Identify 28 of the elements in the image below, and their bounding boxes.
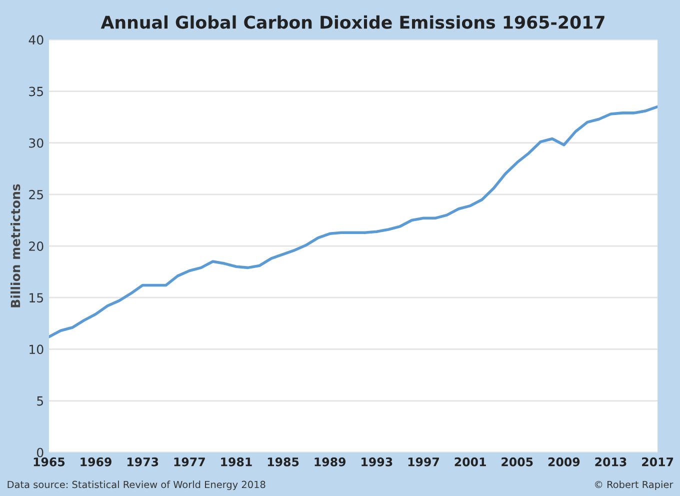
y-tick-label: 25 bbox=[29, 190, 44, 200]
y-tick-label: 30 bbox=[29, 138, 44, 148]
x-tick-label: 1977 bbox=[174, 457, 205, 466]
x-tick-label: 2009 bbox=[548, 457, 580, 466]
line-series bbox=[48, 105, 658, 338]
x-tick-label: 1973 bbox=[127, 457, 158, 466]
chart-title: Annual Global Carbon Dioxide Emissions 1965-2017 bbox=[100, 15, 604, 29]
y-tick-label: 40 bbox=[28, 35, 44, 45]
text: © Robert Rapier bbox=[595, 480, 674, 490]
x-tick-label: 1969 bbox=[80, 457, 112, 466]
y-tick-label: 5 bbox=[37, 396, 44, 406]
x-tick-label: 1981 bbox=[221, 457, 252, 466]
y-tick-label: 0 bbox=[36, 448, 44, 458]
x-tick-label: 2005 bbox=[502, 457, 533, 466]
source-note: Data source: Statistical Review of World Energy 2018 bbox=[8, 480, 266, 490]
x-tick-label: 2001 bbox=[454, 457, 486, 466]
y-tick-label: 35 bbox=[29, 86, 44, 96]
y-tick-label: 10 bbox=[30, 344, 44, 354]
x-tick-label: 1985 bbox=[268, 457, 299, 466]
y-axis-title: Billion metrictons bbox=[10, 184, 20, 308]
x-tick-label: 1989 bbox=[314, 457, 346, 466]
x-tick-label: 1965 bbox=[34, 457, 65, 466]
x-tick-label: 2017 bbox=[642, 457, 674, 466]
x-tick-label: 2013 bbox=[595, 457, 626, 466]
y-tick-label: 20 bbox=[29, 241, 44, 251]
y-tick-label: 15 bbox=[30, 293, 44, 303]
x-tick-label: 1997 bbox=[408, 457, 439, 466]
x-tick-label: 1993 bbox=[362, 457, 392, 466]
